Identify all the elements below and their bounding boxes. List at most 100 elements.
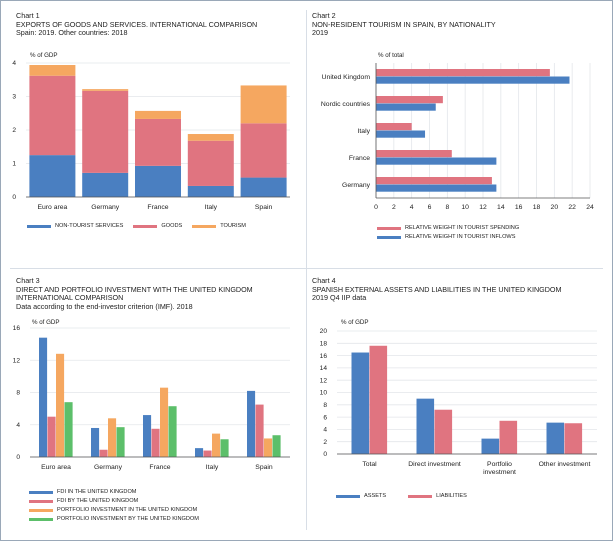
chart4-ytick-label: 16 — [320, 353, 328, 360]
chart2-xtick-label: 8 — [445, 204, 449, 211]
chart3-bar-fdi-in-the-united-kingdom — [195, 448, 204, 457]
chart1-bar-non-tourist-services — [82, 172, 129, 197]
chart1-bar-tourism — [240, 85, 287, 124]
chart1-legend: NON-TOURIST SERVICES GOODS TOURISM — [27, 222, 246, 231]
chart3-bar-fdi-in-the-united-kingdom — [39, 337, 48, 457]
chart3-bar-fdi-in-the-united-kingdom — [143, 415, 152, 457]
chart1-legend-swatch — [192, 224, 217, 229]
chart2-bar-relative-weight-in-tourist-inflows — [376, 157, 497, 165]
chart2-bar-relative-weight-in-tourist-spending — [376, 177, 492, 185]
chart1-bar-goods — [135, 118, 181, 166]
chart3-subtitle: Data according to the end-investor crite… — [16, 301, 193, 311]
chart2-legend-swatch — [377, 235, 401, 240]
chart3-bar-fdi-by-the-united-kingdom — [255, 404, 264, 457]
chart3-ytick-label: 0 — [16, 454, 20, 461]
chart2-legend-label: RELATIVE WEIGHT IN TOURIST INFLOWS — [405, 234, 516, 240]
chart4-bar-assets — [546, 422, 565, 454]
chart3-legend-swatch — [29, 517, 53, 522]
chart3-bar-portfolio-investment-in-the-united-kingdom — [56, 353, 65, 457]
chart1-ytick-label: 1 — [12, 161, 16, 168]
chart1-category-label: Italy — [205, 204, 218, 211]
chart1-legend-item-tourism: TOURISM — [192, 222, 246, 231]
chart4-ytick-label: 10 — [320, 390, 328, 397]
chart1-bar-tourism — [29, 65, 76, 76]
horizontal-divider — [10, 268, 603, 269]
chart1-category-label: Germany — [91, 204, 120, 211]
chart4-legend-item-liabilities: LIABILITIES — [408, 492, 467, 501]
chart3-legend-swatch — [29, 499, 53, 504]
chart1-category-label: Euro area — [37, 204, 67, 211]
chart1-title: EXPORTS OF GOODS AND SERVICES. INTERNATI… — [16, 19, 258, 29]
chart2-xtick-label: 16 — [515, 204, 523, 211]
chart2-bar-relative-weight-in-tourist-inflows — [376, 184, 497, 192]
chart1-bar-goods — [240, 123, 287, 178]
chart3-legend-item-portfolio-investment-by-the-united-kingdom: PORTFOLIO INVESTMENT BY THE UNITED KINGD… — [29, 515, 199, 524]
chart3-legend-swatch — [29, 508, 53, 513]
chart3-bar-portfolio-investment-by-the-united-kingdom — [116, 427, 125, 457]
chart1-bar-tourism — [187, 134, 234, 141]
chart3-category-label: Germany — [94, 464, 123, 471]
chart1-category-label: Spain — [255, 204, 273, 211]
chart2-category-label: United Kingdom — [322, 74, 371, 81]
chart4-bar-assets — [351, 352, 370, 454]
chart3-category-label: Italy — [206, 464, 219, 471]
chart2-legend-item-relative-weight-in-tourist-inflows: RELATIVE WEIGHT IN TOURIST INFLOWS — [377, 233, 519, 242]
chart4-bar-liabilities — [434, 409, 453, 454]
chart4-legend-swatch — [408, 494, 433, 499]
chart1-ytick-label: 4 — [12, 60, 16, 67]
chart3-title2: INTERNATIONAL COMPARISON — [16, 293, 124, 303]
chart4-ytick-label: 18 — [320, 341, 328, 348]
chart4-bar-liabilities — [499, 420, 518, 454]
chart2-xtick-label: 6 — [428, 204, 432, 211]
chart1-legend-label: NON-TOURIST SERVICES — [55, 223, 124, 229]
chart1-bar-goods — [187, 140, 234, 186]
chart4-ytick-label: 14 — [320, 365, 328, 372]
chart3-legend: FDI IN THE UNITED KINGDOM FDI BY THE UNIT… — [29, 488, 199, 524]
chart4-legend: ASSETS LIABILITIES — [336, 492, 467, 501]
chart2-xtick-label: 18 — [533, 204, 541, 211]
chart4-category-label: Portfolio — [487, 461, 512, 468]
chart3-bar-fdi-by-the-united-kingdom — [151, 428, 160, 457]
chart1-ytick-label: 3 — [12, 94, 16, 101]
chart4-panel: Chart 4 SPANISH EXTERNAL ASSETS AND LIAB… — [307, 269, 613, 540]
chart3-legend-item-portfolio-investment-in-the-united-kingdom: PORTFOLIO INVESTMENT IN THE UNITED KINGD… — [29, 506, 199, 515]
chart4-legend-swatch — [336, 494, 360, 499]
chart4-bar-assets — [481, 438, 500, 454]
chart3-legend-item-fdi-by-the-united-kingdom: FDI BY THE UNITED KINGDOM — [29, 497, 199, 506]
chart2-label: Chart 2 — [312, 11, 336, 20]
chart2-xtick-label: 20 — [551, 204, 559, 211]
chart2-xtick-label: 12 — [479, 204, 487, 211]
chart4-category-label: Direct investment — [408, 461, 461, 468]
chart3-bar-portfolio-investment-by-the-united-kingdom — [64, 402, 73, 457]
chart1-label: Chart 1 — [16, 11, 40, 20]
chart1-header: Chart 1 EXPORTS OF GOODS AND SERVICES. I… — [16, 11, 258, 38]
chart3-bar-fdi-in-the-united-kingdom — [91, 427, 100, 457]
chart1-legend-label: TOURISM — [220, 223, 246, 229]
chart3-ytick-label: 12 — [13, 357, 21, 364]
chart2-xtick-label: 4 — [410, 204, 414, 211]
chart1-subtitle: Spain: 2019. Other countries: 2018 — [16, 28, 128, 38]
chart4-category-label: Other investment — [539, 461, 591, 468]
chart3-ytick-label: 4 — [16, 422, 20, 429]
chart1-bar-goods — [29, 75, 76, 156]
chart4-legend-item-assets: ASSETS — [336, 492, 386, 501]
chart1-legend-swatch — [133, 224, 158, 229]
chart1-ytick-label: 2 — [12, 127, 16, 134]
chart3-unit: % of GDP — [32, 319, 60, 326]
chart4-header: Chart 4 SPANISH EXTERNAL ASSETS AND LIAB… — [312, 276, 562, 303]
chart3-label: Chart 3 — [16, 276, 40, 285]
chart1-category-label: France — [147, 204, 168, 211]
chart3-bar-portfolio-investment-in-the-united-kingdom — [212, 433, 221, 457]
chart3-legend-label: PORTFOLIO INVESTMENT BY THE UNITED KINGD… — [57, 516, 199, 522]
chart2-legend-swatch — [377, 226, 401, 231]
chart2-unit: % of total — [378, 52, 404, 59]
chart3-ytick-label: 16 — [13, 325, 21, 332]
chart2-legend-label: RELATIVE WEIGHT IN TOURIST SPENDING — [405, 225, 520, 231]
chart3-bar-portfolio-investment-in-the-united-kingdom — [108, 418, 117, 457]
chart2-bar-relative-weight-in-tourist-spending — [376, 69, 550, 77]
chart4-ytick-label: 4 — [323, 427, 327, 434]
chart2-xtick-label: 10 — [461, 204, 469, 211]
chart4-bar-liabilities — [369, 345, 388, 454]
chart1-bar-non-tourist-services — [29, 155, 76, 197]
